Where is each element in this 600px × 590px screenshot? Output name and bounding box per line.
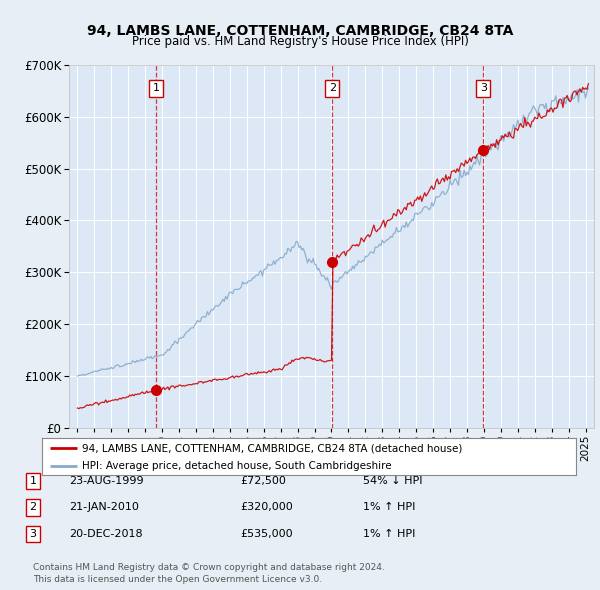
Text: 3: 3	[29, 529, 37, 539]
Text: £535,000: £535,000	[240, 529, 293, 539]
Text: 1: 1	[29, 476, 37, 486]
Text: £72,500: £72,500	[240, 476, 286, 486]
Text: £320,000: £320,000	[240, 503, 293, 512]
Text: HPI: Average price, detached house, South Cambridgeshire: HPI: Average price, detached house, Sout…	[82, 461, 392, 471]
Text: Price paid vs. HM Land Registry's House Price Index (HPI): Price paid vs. HM Land Registry's House …	[131, 35, 469, 48]
Text: 21-JAN-2010: 21-JAN-2010	[69, 503, 139, 512]
Text: Contains HM Land Registry data © Crown copyright and database right 2024.: Contains HM Land Registry data © Crown c…	[33, 563, 385, 572]
Text: 3: 3	[480, 84, 487, 93]
Text: 1: 1	[152, 84, 160, 93]
Text: 1% ↑ HPI: 1% ↑ HPI	[363, 529, 415, 539]
Text: 23-AUG-1999: 23-AUG-1999	[69, 476, 143, 486]
Text: 94, LAMBS LANE, COTTENHAM, CAMBRIDGE, CB24 8TA (detached house): 94, LAMBS LANE, COTTENHAM, CAMBRIDGE, CB…	[82, 443, 463, 453]
Text: 2: 2	[29, 503, 37, 512]
Text: 2: 2	[329, 84, 336, 93]
Text: 1% ↑ HPI: 1% ↑ HPI	[363, 503, 415, 512]
Text: 20-DEC-2018: 20-DEC-2018	[69, 529, 143, 539]
Text: 94, LAMBS LANE, COTTENHAM, CAMBRIDGE, CB24 8TA: 94, LAMBS LANE, COTTENHAM, CAMBRIDGE, CB…	[87, 24, 513, 38]
Text: 54% ↓ HPI: 54% ↓ HPI	[363, 476, 422, 486]
Text: This data is licensed under the Open Government Licence v3.0.: This data is licensed under the Open Gov…	[33, 575, 322, 584]
